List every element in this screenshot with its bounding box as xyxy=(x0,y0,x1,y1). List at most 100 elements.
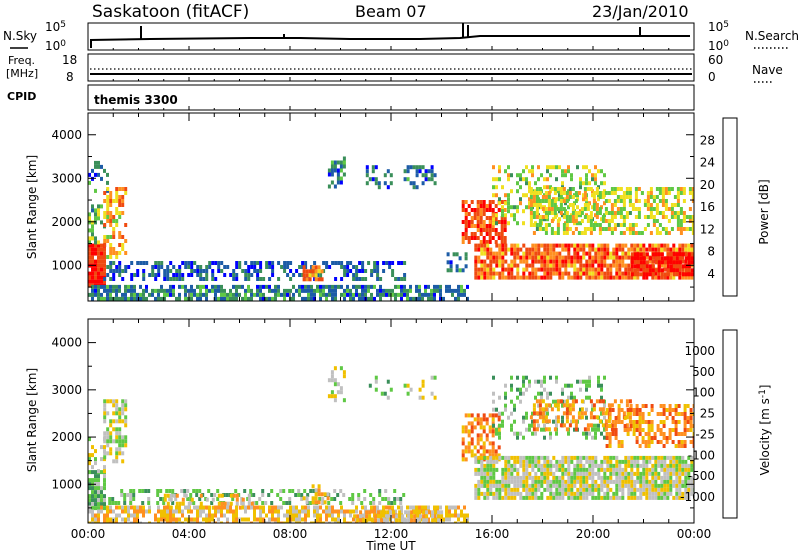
scatter-cell xyxy=(607,199,611,203)
scatter-cell xyxy=(630,272,634,277)
scatter-cell xyxy=(342,164,346,169)
scatter-cell xyxy=(121,203,125,207)
scatter-cell xyxy=(476,421,480,426)
y-tick-label: 3000 xyxy=(51,171,82,185)
scatter-cell xyxy=(94,220,97,225)
scatter-cell xyxy=(331,296,334,301)
scatter-cell xyxy=(464,236,468,240)
scatter-cell xyxy=(115,223,119,227)
scatter-cell xyxy=(467,212,471,216)
scatter-cell xyxy=(691,191,694,195)
scatter-cell xyxy=(534,459,538,464)
scatter-cell xyxy=(598,419,602,424)
scatter-cell xyxy=(409,505,412,510)
scatter-cell xyxy=(118,435,122,440)
scatter-cell xyxy=(160,517,163,522)
scatter-cell xyxy=(130,277,134,281)
scatter-cell xyxy=(648,247,652,252)
scatter-cell xyxy=(672,275,676,280)
scatter-cell xyxy=(689,416,693,420)
scatter-cell xyxy=(672,455,676,460)
scatter-cell xyxy=(103,263,106,268)
scatter-cell xyxy=(340,265,344,269)
scatter-cell xyxy=(589,399,593,404)
scatter-cell xyxy=(627,275,631,280)
scatter-region xyxy=(88,470,106,511)
scatter-cell xyxy=(473,417,477,422)
scatter-cell xyxy=(567,165,570,170)
scatter-cell xyxy=(675,471,679,476)
scatter-cell xyxy=(175,273,179,277)
scatter-cell xyxy=(376,273,380,277)
scatter-cell xyxy=(519,391,522,396)
scatter-cell xyxy=(352,284,355,289)
scatter-cell xyxy=(310,292,313,297)
scatter-cell xyxy=(121,505,124,510)
scatter-cell xyxy=(489,271,493,276)
scatter-cell xyxy=(664,203,668,207)
scatter-cell xyxy=(446,252,450,257)
scatter-cell xyxy=(250,261,254,265)
scatter-cell xyxy=(525,463,529,468)
velocity-colorbar-frame xyxy=(722,329,738,519)
scatter-cell xyxy=(148,505,151,510)
scatter-cell xyxy=(667,231,671,235)
scatter-cell xyxy=(510,455,514,460)
scatter-cell xyxy=(622,411,626,416)
scatter-cell xyxy=(654,271,658,276)
scatter-cell xyxy=(594,471,598,476)
scatter-cell xyxy=(678,267,682,272)
scatter-cell xyxy=(280,505,283,510)
scatter-cell xyxy=(406,383,410,388)
nsky-tick-high: 105 xyxy=(45,20,66,34)
scatter-cell xyxy=(436,284,439,289)
scatter-cell xyxy=(615,263,619,268)
scatter-cell xyxy=(519,247,523,252)
scatter-cell xyxy=(470,236,474,240)
scatter-cell xyxy=(618,255,622,260)
scatter-cell xyxy=(504,483,508,488)
velocity-colorbar-tick: -500 xyxy=(688,469,715,483)
scatter-cell xyxy=(118,419,122,424)
scatter-cell xyxy=(588,181,591,186)
scatter-cell xyxy=(558,259,562,264)
scatter-cell xyxy=(115,199,119,203)
scatter-cell xyxy=(513,487,517,492)
scatter-cell xyxy=(649,207,653,211)
scatter-cell xyxy=(531,455,535,460)
scatter-cell xyxy=(522,415,525,420)
scatter-cell xyxy=(457,284,460,289)
scatter-cell xyxy=(576,467,580,472)
scatter-cell xyxy=(684,272,688,277)
scatter-cell xyxy=(133,296,136,301)
freq-panel: Freq. [MHz] 18 8 60 0 Nave xyxy=(6,53,783,84)
scatter-cell xyxy=(657,256,661,261)
scatter-cell xyxy=(522,177,525,182)
scatter-cell xyxy=(588,467,592,472)
scatter-cell xyxy=(582,181,585,186)
scatter-cell xyxy=(368,383,372,388)
scatter-cell xyxy=(576,495,580,500)
scatter-cell xyxy=(482,204,486,208)
scatter-cell xyxy=(491,413,495,418)
scatter-cell xyxy=(507,271,511,276)
scatter-cell xyxy=(561,491,565,496)
scatter-cell xyxy=(433,375,437,380)
scatter-cell xyxy=(660,467,664,472)
scatter-cell xyxy=(558,275,562,280)
scatter-cell xyxy=(597,275,601,280)
scatter-cell xyxy=(268,509,271,514)
scatter-cell xyxy=(627,459,631,464)
scatter-cell xyxy=(302,265,306,270)
scatter-cell xyxy=(577,191,581,195)
scatter-cell xyxy=(91,465,94,470)
scatter-cell xyxy=(172,513,175,518)
scatter-cell xyxy=(480,275,484,280)
scatter-cell xyxy=(497,236,501,240)
scatter-cell xyxy=(645,252,649,257)
scatter-cell xyxy=(100,296,103,301)
scatter-cell xyxy=(549,243,553,248)
scatter-cell xyxy=(91,521,94,523)
scatter-cell xyxy=(619,207,623,211)
scatter-cell xyxy=(665,440,669,444)
